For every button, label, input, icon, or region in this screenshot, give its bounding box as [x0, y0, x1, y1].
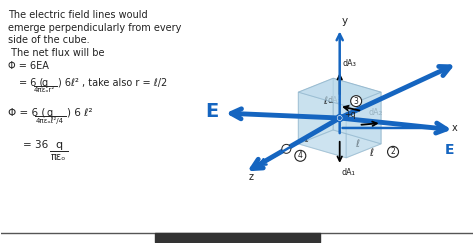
Text: E: E: [445, 143, 454, 157]
Text: The electric field lines would: The electric field lines would: [8, 10, 147, 20]
Polygon shape: [298, 78, 381, 106]
Text: 4πεₒℓ²/4: 4πεₒℓ²/4: [36, 117, 64, 124]
Circle shape: [336, 114, 343, 122]
Text: ) 6 ℓ²: ) 6 ℓ²: [66, 107, 92, 117]
Text: x: x: [451, 123, 457, 133]
Text: E: E: [205, 102, 218, 121]
Circle shape: [338, 117, 341, 120]
Text: dA₃: dA₃: [343, 59, 356, 68]
Text: dA₁: dA₁: [327, 96, 341, 105]
Text: πεₒ: πεₒ: [51, 152, 66, 162]
Polygon shape: [298, 92, 346, 158]
Text: ℓ: ℓ: [323, 96, 327, 106]
Polygon shape: [346, 92, 381, 158]
Polygon shape: [333, 78, 381, 144]
Text: q: q: [42, 78, 47, 88]
Text: The net flux will be: The net flux will be: [8, 48, 104, 58]
Circle shape: [282, 144, 291, 153]
Text: +q: +q: [344, 110, 356, 119]
Text: Φ = 6EA: Φ = 6EA: [8, 61, 48, 71]
Text: 4πεₒr²: 4πεₒr²: [34, 87, 55, 93]
Circle shape: [295, 150, 306, 161]
Text: 4: 4: [298, 151, 303, 160]
Text: z: z: [249, 172, 254, 182]
Circle shape: [351, 96, 362, 107]
Text: q: q: [55, 140, 62, 150]
Polygon shape: [298, 78, 333, 144]
Polygon shape: [298, 130, 381, 158]
Circle shape: [388, 146, 399, 157]
Text: = 36: = 36: [23, 140, 51, 150]
Text: side of the cube.: side of the cube.: [8, 35, 89, 45]
Text: 3: 3: [354, 97, 359, 106]
Text: y: y: [342, 16, 348, 26]
Text: ℓ: ℓ: [355, 139, 359, 149]
Text: dA₂: dA₂: [369, 108, 383, 117]
Text: q: q: [46, 108, 53, 118]
Text: dA₁: dA₁: [342, 168, 356, 177]
Text: 2: 2: [391, 147, 395, 156]
Text: emerge perpendicularly from every: emerge perpendicularly from every: [8, 23, 181, 33]
Text: Φ = 6 (: Φ = 6 (: [8, 107, 45, 117]
Text: ) 6ℓ² , take also r = ℓ/2: ) 6ℓ² , take also r = ℓ/2: [57, 77, 167, 87]
Text: ℓ: ℓ: [370, 148, 374, 158]
Text: ℓ: ℓ: [304, 134, 308, 144]
Text: = 6 (: = 6 (: [18, 77, 43, 87]
